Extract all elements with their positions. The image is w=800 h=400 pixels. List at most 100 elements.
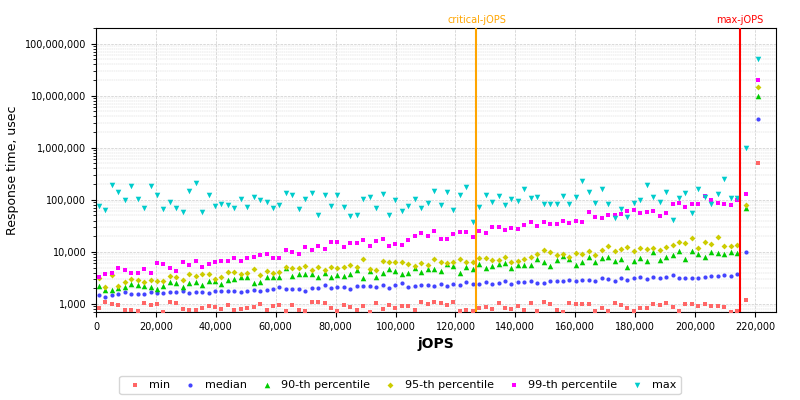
99-th percentile xyxy=(705,197,718,203)
90-th percentile xyxy=(99,287,112,293)
99-th percentile xyxy=(254,252,266,258)
max xyxy=(183,188,196,195)
max xyxy=(589,200,602,206)
90-th percentile xyxy=(740,205,753,211)
median xyxy=(409,283,422,289)
median xyxy=(222,288,234,294)
min xyxy=(338,301,350,308)
90-th percentile xyxy=(589,259,602,265)
max xyxy=(752,56,765,62)
max xyxy=(711,191,724,197)
max xyxy=(486,198,498,205)
99-th percentile xyxy=(505,225,518,231)
min xyxy=(222,302,234,308)
95-th percentile xyxy=(306,266,318,273)
median xyxy=(705,273,718,279)
95-th percentile xyxy=(518,256,530,262)
min xyxy=(93,304,106,311)
min xyxy=(711,303,724,309)
max xyxy=(144,183,157,189)
99-th percentile xyxy=(170,268,182,274)
99-th percentile xyxy=(634,210,646,216)
90-th percentile xyxy=(538,259,550,265)
95-th percentile xyxy=(196,270,209,277)
95-th percentile xyxy=(344,262,357,268)
median xyxy=(473,280,486,287)
median xyxy=(441,282,454,289)
95-th percentile xyxy=(422,262,434,268)
min xyxy=(266,303,279,309)
max xyxy=(228,204,241,211)
95-th percentile xyxy=(660,244,673,250)
min xyxy=(183,306,196,313)
median xyxy=(402,284,414,290)
median xyxy=(666,272,679,279)
max xyxy=(740,144,753,151)
95-th percentile xyxy=(170,274,182,280)
median xyxy=(254,288,266,294)
99-th percentile xyxy=(525,219,538,225)
median xyxy=(382,284,395,291)
max xyxy=(318,192,331,198)
min xyxy=(698,300,711,307)
95-th percentile xyxy=(363,266,376,273)
min xyxy=(570,301,582,308)
90-th percentile xyxy=(441,261,454,267)
min xyxy=(112,302,125,308)
Text: critical-jOPS: critical-jOPS xyxy=(447,15,506,25)
min xyxy=(434,300,447,306)
median xyxy=(486,281,498,288)
max xyxy=(163,198,176,205)
95-th percentile xyxy=(686,235,698,242)
99-th percentile xyxy=(279,247,292,253)
median xyxy=(357,283,370,289)
90-th percentile xyxy=(215,281,228,288)
95-th percentile xyxy=(679,240,692,246)
99-th percentile xyxy=(125,270,138,276)
median xyxy=(299,288,312,294)
99-th percentile xyxy=(215,258,228,264)
median xyxy=(698,274,711,280)
95-th percentile xyxy=(434,259,447,265)
median xyxy=(434,281,447,288)
99-th percentile xyxy=(718,201,730,208)
99-th percentile xyxy=(350,240,363,246)
median xyxy=(350,282,363,289)
95-th percentile xyxy=(389,259,402,266)
min xyxy=(595,304,608,311)
median xyxy=(344,285,357,292)
min xyxy=(228,307,241,314)
max xyxy=(544,201,557,208)
max xyxy=(441,189,454,196)
99-th percentile xyxy=(325,239,338,246)
99-th percentile xyxy=(106,270,118,276)
99-th percentile xyxy=(557,218,570,224)
99-th percentile xyxy=(144,270,157,276)
90-th percentile xyxy=(163,278,176,285)
95-th percentile xyxy=(325,264,338,270)
95-th percentile xyxy=(376,258,389,264)
Y-axis label: Response time, usec: Response time, usec xyxy=(6,105,19,235)
90-th percentile xyxy=(576,259,589,265)
95-th percentile xyxy=(176,277,189,283)
90-th percentile xyxy=(730,250,743,256)
max xyxy=(118,197,131,203)
median xyxy=(460,279,473,285)
median xyxy=(306,285,318,292)
min xyxy=(563,300,576,306)
max xyxy=(370,205,382,211)
95-th percentile xyxy=(740,202,753,208)
99-th percentile xyxy=(595,215,608,221)
90-th percentile xyxy=(627,258,640,264)
90-th percentile xyxy=(241,274,254,280)
min xyxy=(740,297,753,303)
99-th percentile xyxy=(247,254,260,260)
median xyxy=(170,289,182,296)
min xyxy=(511,303,524,309)
median xyxy=(634,274,646,280)
90-th percentile xyxy=(228,276,241,282)
95-th percentile xyxy=(634,245,646,252)
max xyxy=(447,207,460,213)
median xyxy=(370,284,382,291)
median xyxy=(466,281,479,288)
